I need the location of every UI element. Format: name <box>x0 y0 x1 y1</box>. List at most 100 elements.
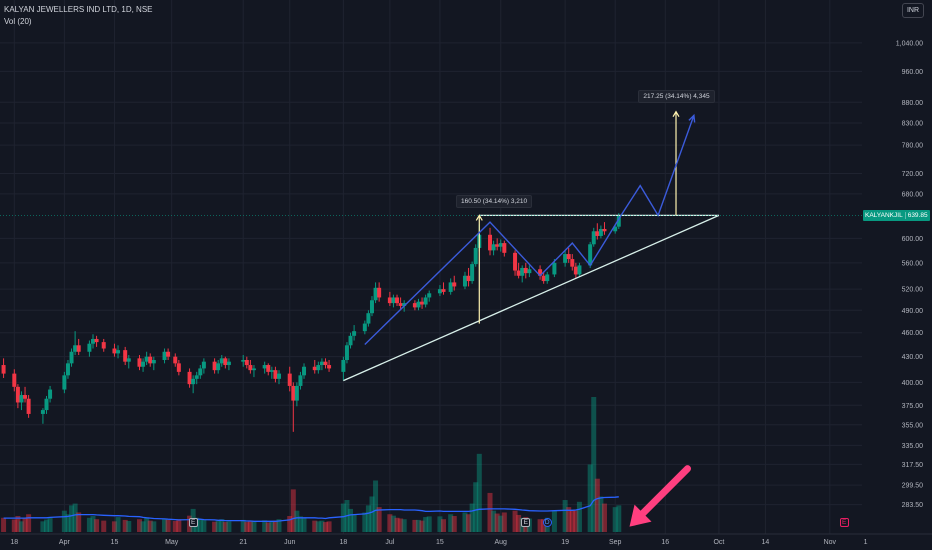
volume-bar <box>101 520 107 532</box>
candle <box>462 271 467 290</box>
candle-body <box>538 269 543 276</box>
candle <box>191 375 196 394</box>
price-axis[interactable]: 1,040.00 960.00 880.00 830.00 780.00 720.00 68… <box>896 40 923 509</box>
volume-bar <box>566 507 572 532</box>
candle-body <box>212 361 217 371</box>
volume-bar <box>272 520 278 532</box>
measure-arrowhead <box>475 214 483 221</box>
candle-body <box>598 228 603 236</box>
support-trendline <box>343 214 720 382</box>
candle-body <box>87 343 92 352</box>
volume-bar <box>222 522 228 532</box>
candle-body <box>244 359 249 366</box>
price-tick-label: 830.00 <box>902 121 924 128</box>
candle <box>341 356 346 381</box>
candle-body <box>316 365 321 371</box>
candle-body <box>287 373 292 386</box>
candle-body <box>266 365 271 372</box>
candle-body <box>126 358 131 362</box>
candle <box>391 294 396 308</box>
volume-bar <box>251 521 257 532</box>
volume-bar <box>501 512 507 532</box>
volume-bar <box>562 500 568 532</box>
price-tick-label: 520.00 <box>902 287 924 294</box>
volume-bar <box>491 510 497 532</box>
dividend-marker[interactable]: D <box>542 518 552 527</box>
candle <box>316 361 321 374</box>
volume-bar <box>94 519 100 532</box>
measure-label-first[interactable]: 160.50 (34.14%) 3,210 <box>456 195 533 209</box>
volume-bar <box>26 514 32 532</box>
currency-button[interactable]: INR <box>902 3 924 18</box>
candle-body <box>248 365 253 371</box>
volume-bar <box>122 519 128 532</box>
volume-bar <box>498 515 504 532</box>
volume-bar <box>47 517 53 532</box>
candle <box>226 358 231 371</box>
volume-bar <box>294 510 300 532</box>
candle-body <box>191 378 196 385</box>
volume-bar <box>90 516 96 532</box>
candle <box>276 370 281 385</box>
candle-body <box>441 289 446 292</box>
candle <box>73 331 78 356</box>
volume-bar <box>537 519 543 532</box>
earnings-marker[interactable]: E <box>521 518 531 527</box>
candle-body <box>19 395 24 403</box>
candle-body <box>520 267 525 276</box>
candle-body <box>595 231 600 236</box>
volume-bar <box>365 505 371 532</box>
volume-bar <box>11 519 17 532</box>
volume-ma-line <box>3 496 619 522</box>
candle <box>520 265 525 283</box>
candle <box>448 278 453 295</box>
candle-body <box>262 365 267 369</box>
candle-body <box>398 303 403 306</box>
volume-indicator-legend[interactable]: Vol (20) <box>4 17 32 26</box>
volume-bar <box>398 518 404 532</box>
volume-bar <box>18 521 24 532</box>
candle <box>1 358 6 378</box>
candle-body <box>65 363 70 376</box>
candle <box>287 366 292 392</box>
price-tick-label: 299.50 <box>902 483 924 490</box>
volume-bar <box>512 510 518 532</box>
candle-body <box>498 243 503 247</box>
last-price-symbol: KALYANKJIL <box>865 211 903 219</box>
chart-drawings[interactable] <box>0 110 862 527</box>
candle-body <box>452 282 457 287</box>
volume-bar <box>290 489 296 532</box>
volume-bar <box>165 519 171 532</box>
earnings-marker[interactable]: E <box>188 518 198 527</box>
time-axis[interactable]: 18 Apr 15 May 21 Jun 18 Jul 15 Aug 19 Sep 16 Oct 14 Nov… <box>0 533 932 546</box>
candle-body <box>448 282 453 292</box>
measure-label-target[interactable]: 217.25 (34.14%) 4,345 <box>638 89 715 103</box>
volume-bar <box>22 518 28 532</box>
candle <box>76 338 81 356</box>
volume-bar <box>612 507 618 532</box>
candle-body <box>616 215 621 227</box>
candle <box>387 291 392 306</box>
volume-bar <box>415 519 421 532</box>
candle-body <box>369 300 374 314</box>
candle-body <box>387 297 392 304</box>
price-tick-label: 490.00 <box>902 308 924 315</box>
volume-bar <box>212 521 218 532</box>
candle-body <box>312 366 317 371</box>
earnings-upcoming-marker[interactable]: E <box>839 518 849 527</box>
price-tick-label: 720.00 <box>902 171 924 178</box>
volume-bar <box>43 519 49 532</box>
candle <box>26 395 31 418</box>
candle-body <box>613 226 618 232</box>
candle-body <box>166 351 171 357</box>
volume-bar <box>172 520 178 532</box>
candle-body <box>44 398 49 411</box>
volume-bar <box>426 516 432 532</box>
time-tick-label: Sep <box>609 539 622 546</box>
volume-bar <box>576 501 582 532</box>
volume-bar <box>390 515 396 532</box>
volume-bar <box>240 519 246 532</box>
price-tick-label: 317.50 <box>902 462 924 469</box>
candle <box>269 366 274 379</box>
